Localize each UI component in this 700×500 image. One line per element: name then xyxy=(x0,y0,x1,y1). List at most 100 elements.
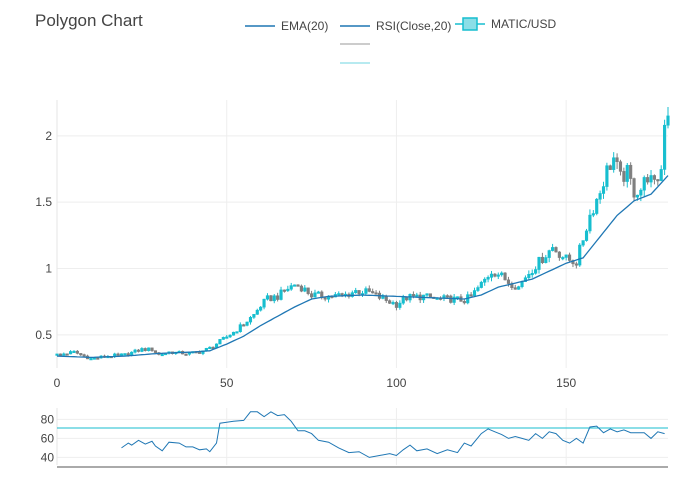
candle xyxy=(116,352,120,356)
candle-body xyxy=(574,263,578,266)
candle-body xyxy=(415,294,419,297)
candle xyxy=(605,162,609,191)
legend-item-increasing[interactable] xyxy=(340,58,376,68)
candle-body xyxy=(153,350,158,353)
candle xyxy=(493,273,497,278)
y-tick-label: 1.5 xyxy=(35,195,52,209)
candle xyxy=(272,293,276,304)
candle xyxy=(119,353,124,356)
candle-body xyxy=(666,115,670,126)
candle xyxy=(55,353,59,356)
candle xyxy=(150,347,154,352)
candle-body xyxy=(350,292,354,297)
candle xyxy=(652,174,656,185)
candle-body xyxy=(496,274,500,277)
candle xyxy=(527,270,531,281)
candle xyxy=(323,296,327,302)
legend-item-matic[interactable]: MATIC/USD xyxy=(455,17,556,31)
candle-body xyxy=(384,296,388,301)
candle xyxy=(615,153,619,169)
candle-body xyxy=(411,294,415,297)
candle-body xyxy=(269,295,273,302)
candle xyxy=(350,290,354,298)
candle-body xyxy=(455,296,460,299)
candle xyxy=(289,282,293,291)
candle-body xyxy=(310,293,314,298)
candle-body xyxy=(214,343,219,348)
rsi-line xyxy=(121,411,665,458)
candle xyxy=(313,289,317,298)
candle xyxy=(374,290,378,295)
candle-body xyxy=(618,161,623,172)
candle xyxy=(574,261,578,269)
candle-body xyxy=(306,287,310,294)
candle xyxy=(472,287,477,297)
candle xyxy=(208,346,212,349)
candle-body xyxy=(449,295,453,303)
candle-body xyxy=(235,331,239,334)
candle-body xyxy=(58,353,62,356)
candle xyxy=(557,251,561,261)
ema-line xyxy=(56,175,669,359)
candle-body xyxy=(544,257,548,263)
candle xyxy=(245,321,249,327)
candle-body xyxy=(340,293,344,296)
candle-body xyxy=(123,353,127,356)
candle xyxy=(225,335,229,339)
candle xyxy=(299,284,303,293)
candle xyxy=(62,352,66,356)
candle xyxy=(123,353,127,356)
candle-body xyxy=(601,186,606,194)
candle-body xyxy=(581,240,585,246)
candle xyxy=(578,243,582,267)
candle xyxy=(503,272,507,281)
legend-item-decreasing[interactable] xyxy=(340,39,376,49)
candle xyxy=(248,315,253,325)
candle-body xyxy=(469,294,473,297)
candle xyxy=(75,350,79,355)
candle xyxy=(561,256,565,261)
candle xyxy=(136,349,141,353)
candle-body xyxy=(276,295,280,300)
candle-body xyxy=(462,301,466,304)
candle-body xyxy=(472,290,477,296)
candle-body xyxy=(489,273,494,278)
candle-body xyxy=(136,349,141,352)
candle-body xyxy=(279,289,283,300)
candle-body xyxy=(286,288,290,292)
candle-swatch-icon xyxy=(455,17,485,31)
legend-item-ema[interactable]: EMA(20) xyxy=(245,19,328,33)
candle xyxy=(235,331,239,334)
legend-item-rsi[interactable]: RSI(Close,20) xyxy=(340,19,451,33)
candle xyxy=(265,293,270,301)
candle-body xyxy=(656,179,660,182)
candle-body xyxy=(116,353,120,356)
candle-body xyxy=(493,273,497,277)
candle-body xyxy=(225,336,229,339)
candle-body xyxy=(119,353,124,356)
candle-body xyxy=(238,324,242,333)
candle xyxy=(608,164,612,170)
candle-body xyxy=(303,287,307,292)
candle-body xyxy=(337,293,341,296)
candle-body xyxy=(476,287,480,291)
candle-body xyxy=(208,346,212,349)
y-tick-label: 0.5 xyxy=(35,328,52,342)
candle-body xyxy=(608,165,612,170)
candle-body xyxy=(221,337,225,340)
candle xyxy=(310,290,314,300)
candle xyxy=(293,284,297,287)
candle-body xyxy=(452,296,456,303)
legend: EMA(20) RSI(Close,20) MATIC/USD xyxy=(240,14,580,74)
candle-body xyxy=(218,339,222,345)
candle-body xyxy=(364,288,368,294)
candle-body xyxy=(523,277,528,282)
candle-body xyxy=(622,171,626,182)
candle xyxy=(632,177,636,202)
candle xyxy=(143,347,147,352)
candle-body xyxy=(534,269,538,274)
candle xyxy=(462,298,466,305)
candle-body xyxy=(150,347,154,351)
candle-body xyxy=(272,295,276,302)
candle xyxy=(663,119,667,176)
